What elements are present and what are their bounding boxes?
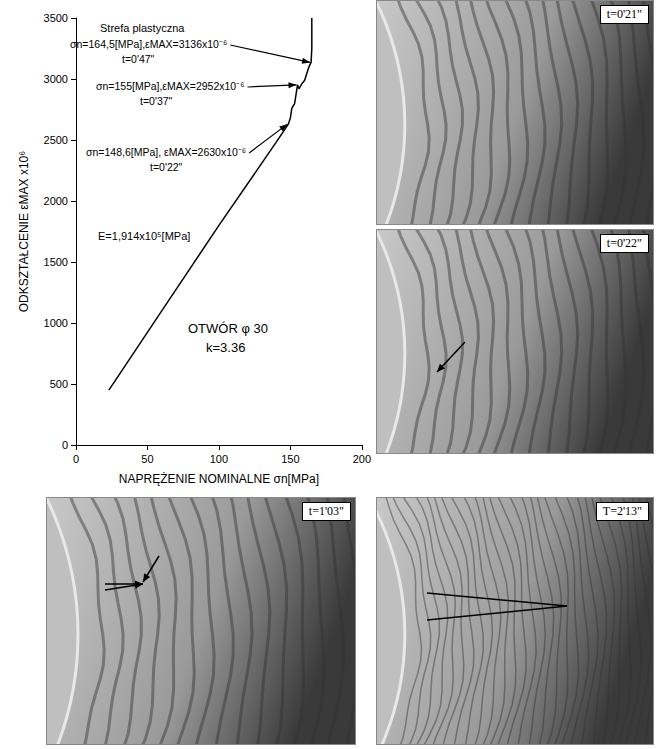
svg-text:200: 200 bbox=[353, 453, 371, 465]
svg-text:E=1,914x10⁵[MPa]: E=1,914x10⁵[MPa] bbox=[98, 230, 190, 242]
svg-text:50: 50 bbox=[141, 453, 153, 465]
html-text:t=0'22": t=0'22" bbox=[606, 236, 642, 250]
svg-text:t=0'47": t=0'47" bbox=[122, 53, 155, 65]
svg-text:3000: 3000 bbox=[44, 73, 68, 85]
svg-text:1500: 1500 bbox=[44, 256, 68, 268]
svg-text:t=0'37": t=0'37" bbox=[140, 95, 173, 107]
svg-text:k=3.36: k=3.36 bbox=[206, 340, 245, 355]
svg-text:ODKSZTAŁCENIE εMAX x10⁶: ODKSZTAŁCENIE εMAX x10⁶ bbox=[17, 151, 31, 312]
svg-text:σn=164,5[MPa],εMAX=3136x10⁻⁶: σn=164,5[MPa],εMAX=3136x10⁻⁶ bbox=[70, 38, 227, 50]
svg-text:500: 500 bbox=[50, 378, 68, 390]
svg-text:2000: 2000 bbox=[44, 195, 68, 207]
svg-text:150: 150 bbox=[281, 453, 299, 465]
svg-text:100: 100 bbox=[210, 453, 228, 465]
html-text:t=0'21": t=0'21" bbox=[606, 7, 642, 21]
svg-text:0: 0 bbox=[73, 453, 79, 465]
svg-text:2500: 2500 bbox=[44, 134, 68, 146]
svg-text:OTWÓR φ 30: OTWÓR φ 30 bbox=[188, 321, 268, 336]
svg-text:Strefa plastyczna: Strefa plastyczna bbox=[100, 22, 185, 34]
svg-text:NAPRĘŻENIE NOMINALNE σn[MPa]: NAPRĘŻENIE NOMINALNE σn[MPa] bbox=[119, 472, 319, 486]
svg-text:σn=155[MPa],εMAX=2952x10⁻⁶: σn=155[MPa],εMAX=2952x10⁻⁶ bbox=[96, 80, 245, 92]
html-text:T=2'13": T=2'13" bbox=[602, 504, 642, 518]
html-text:t=1'03": t=1'03" bbox=[308, 504, 344, 518]
svg-text:σn=148,6[MPa], εMAX=2630x10⁻⁶: σn=148,6[MPa], εMAX=2630x10⁻⁶ bbox=[86, 146, 246, 158]
svg-text:1000: 1000 bbox=[44, 317, 68, 329]
svg-text:0: 0 bbox=[62, 439, 68, 451]
svg-text:t=0'22": t=0'22" bbox=[150, 161, 183, 173]
svg-text:3500: 3500 bbox=[44, 12, 68, 24]
